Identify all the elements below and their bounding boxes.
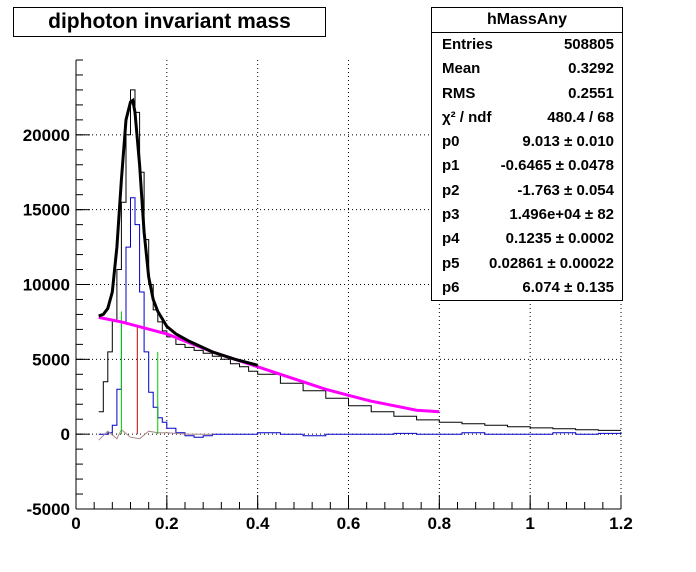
stats-value: 0.1235 ± 0.0002 [505, 230, 614, 248]
stats-row-mean: Mean 0.3292 [432, 57, 622, 81]
y-tick-label: 20000 [23, 126, 70, 145]
stats-row-p1: p1 -0.6465 ± 0.0478 [432, 154, 622, 178]
stats-row-p3: p3 1.496e+04 ± 82 [432, 203, 622, 227]
total-histogram [98, 89, 621, 431]
stats-row-p2: p2 -1.763 ± 0.054 [432, 179, 622, 203]
stats-value: 0.02861 ± 0.00022 [488, 254, 614, 272]
stats-label: p1 [442, 157, 460, 175]
stats-value: 480.4 / 68 [547, 108, 614, 126]
residual-histogram [98, 428, 213, 441]
x-tick-label: 0.8 [428, 514, 452, 533]
x-tick-label: 0.4 [246, 514, 270, 533]
stats-row-p6: p6 6.074 ± 0.135 [432, 276, 622, 300]
stats-row-chi2: χ² / ndf 480.4 / 68 [432, 106, 622, 130]
stats-label: p4 [442, 230, 460, 248]
stats-value: 9.013 ± 0.010 [522, 133, 614, 151]
stats-row-entries: Entries 508805 [432, 33, 622, 57]
stats-histogram-name: hMassAny [432, 8, 622, 33]
stats-box: hMassAny Entries 508805 Mean 0.3292 RMS … [431, 7, 623, 301]
stats-value: 1.496e+04 ± 82 [509, 206, 614, 224]
signal-histogram [98, 197, 622, 438]
stats-row-p0: p0 9.013 ± 0.010 [432, 130, 622, 154]
stats-label: p0 [442, 133, 460, 151]
stats-label: Entries [442, 36, 493, 53]
stats-value: 6.074 ± 0.135 [522, 278, 614, 296]
x-tick-label: 1 [525, 514, 534, 533]
x-tick-label: 0 [71, 514, 80, 533]
stats-row-p4: p4 0.1235 ± 0.0002 [432, 227, 622, 251]
y-tick-label: -5000 [27, 500, 70, 519]
y-tick-label: 10000 [23, 276, 70, 295]
x-tick-label: 0.2 [155, 514, 179, 533]
stats-value: -0.6465 ± 0.0478 [500, 157, 614, 175]
stats-label: RMS [442, 84, 476, 102]
stats-value: 0.3292 [568, 60, 614, 78]
stats-label: χ² / ndf [442, 108, 492, 126]
stats-row-p5: p5 0.02861 ± 0.00022 [432, 252, 622, 276]
stats-label: p3 [442, 206, 460, 224]
y-tick-label: 0 [61, 425, 70, 444]
y-tick-label: 5000 [32, 350, 70, 369]
stats-value: 508805 [563, 36, 614, 53]
y-tick-label: 15000 [23, 201, 70, 220]
stats-label: p6 [442, 278, 460, 296]
stats-row-rms: RMS 0.2551 [432, 82, 622, 106]
stats-value: -1.763 ± 0.054 [517, 181, 614, 199]
stats-label: Mean [442, 60, 481, 78]
chart-title: diphoton invariant mass [13, 7, 326, 37]
total-fit-curve [98, 97, 259, 367]
x-tick-label: 1.2 [609, 514, 633, 533]
stats-label: p5 [442, 254, 460, 272]
stats-value: 0.2551 [568, 84, 614, 102]
background-fit-curve [98, 315, 440, 414]
x-tick-label: 0.6 [337, 514, 361, 533]
stats-label: p2 [442, 181, 460, 199]
